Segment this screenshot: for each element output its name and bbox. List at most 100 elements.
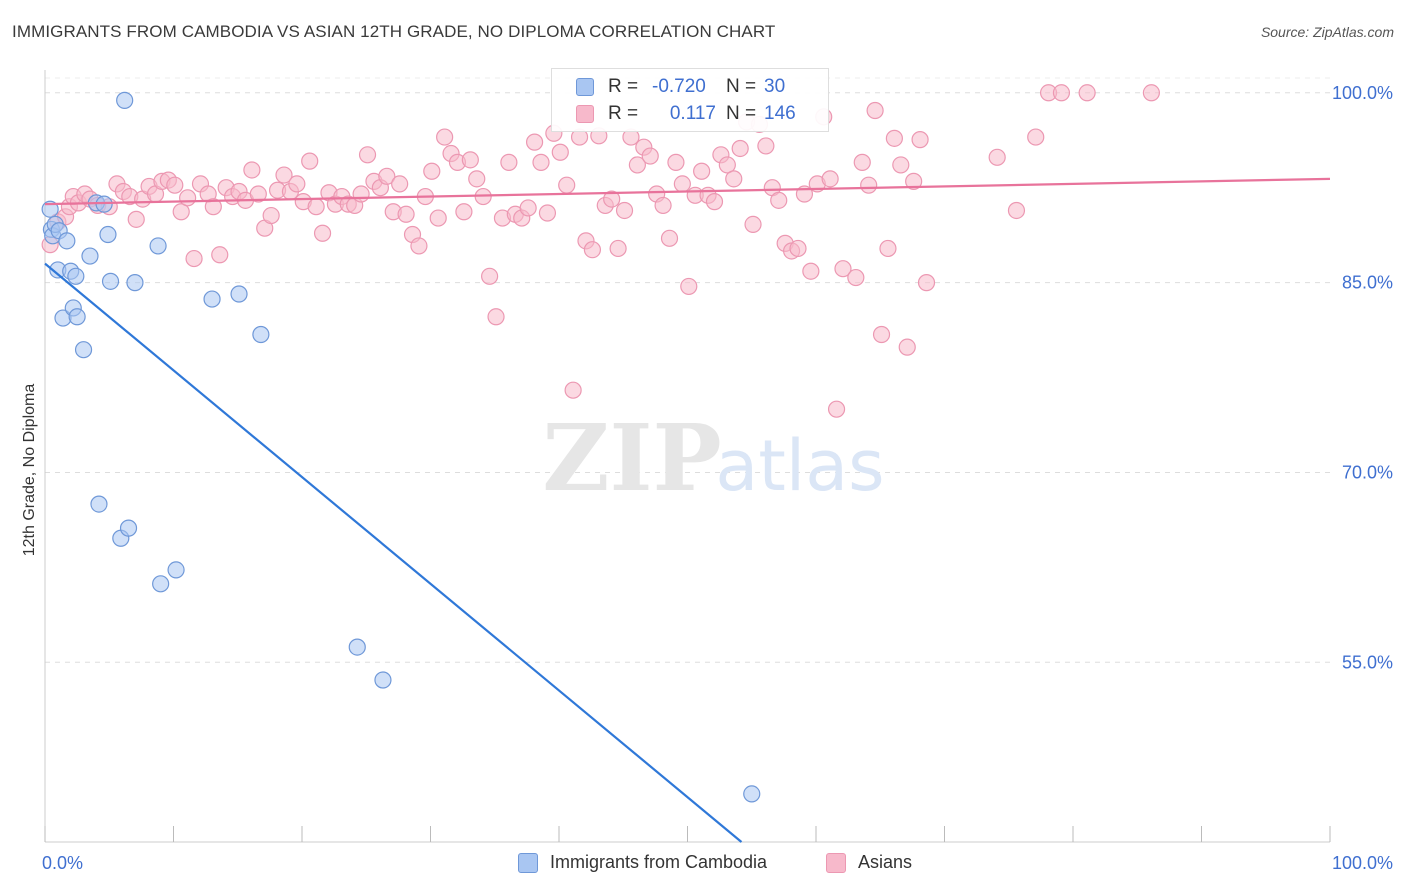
asians-point xyxy=(204,198,222,216)
asians-point xyxy=(789,239,807,258)
asians-point xyxy=(558,176,576,194)
asians-point xyxy=(911,131,929,149)
legend-row-cambodia: R = -0.720 N = 30 xyxy=(576,75,785,99)
asians-point xyxy=(744,215,762,233)
asians-point xyxy=(391,175,409,193)
asians-point xyxy=(718,156,736,174)
legend-n-value: 30 xyxy=(764,76,786,97)
asians-point xyxy=(1078,84,1096,102)
asians-point xyxy=(609,239,627,258)
legend-item-asians: Asians xyxy=(826,852,912,873)
asians-point xyxy=(1052,84,1071,102)
legend-n-label: N = xyxy=(726,76,757,97)
asians-point xyxy=(313,224,332,242)
watermark: ZIP atlas xyxy=(542,404,884,512)
series-legend: Immigrants from Cambodia Asians xyxy=(0,852,1406,876)
cambodia-point xyxy=(81,247,99,265)
legend-r-label: R = xyxy=(608,103,639,124)
cambodia-point xyxy=(116,91,134,109)
asians-point xyxy=(615,201,634,220)
legend-label-cambodia: Immigrants from Cambodia xyxy=(550,852,768,872)
legend-label-asians: Asians xyxy=(858,852,913,872)
cambodia-point xyxy=(167,561,185,579)
asians-trend-line xyxy=(44,177,1331,206)
asians-point xyxy=(860,176,878,194)
asians-point xyxy=(641,147,659,165)
asians-point xyxy=(410,237,428,255)
cambodia-point xyxy=(252,325,270,344)
cambodia-point xyxy=(152,575,170,593)
y-tick-label: 85.0% xyxy=(1342,273,1393,293)
legend-swatch-asians xyxy=(576,105,594,123)
asians-point xyxy=(757,137,775,155)
legend-n-label: N = xyxy=(726,103,757,124)
asians-point xyxy=(628,156,646,174)
cambodia-point xyxy=(74,341,93,359)
asians-point xyxy=(211,246,229,264)
cambodia-point xyxy=(90,495,108,513)
asians-point xyxy=(358,146,377,164)
axes xyxy=(44,70,1331,843)
asians-point xyxy=(866,101,884,120)
x-tick-label: 100.0% xyxy=(1332,853,1393,873)
asians-point xyxy=(525,133,544,151)
cambodia-trend-line xyxy=(44,262,743,843)
cambodia-point xyxy=(348,638,366,656)
legend-n-value: 146 xyxy=(764,103,796,124)
asians-point xyxy=(988,148,1006,166)
y-tick-label: 100.0% xyxy=(1332,83,1393,103)
legend-r-value: 0.117 xyxy=(669,103,716,124)
asians-point xyxy=(455,203,473,221)
asians-point xyxy=(821,170,839,188)
asians-point xyxy=(127,210,145,228)
asians-point xyxy=(500,153,518,171)
y-axis-title: 12th Grade, No Diploma xyxy=(21,383,38,557)
asians-point xyxy=(898,338,916,356)
asians-point xyxy=(423,162,441,180)
asians-point xyxy=(179,189,197,207)
asians-points xyxy=(41,84,1160,418)
asians-point xyxy=(249,185,267,203)
cambodia-point xyxy=(101,272,120,290)
legend-swatch-cambodia xyxy=(576,78,594,96)
asians-point xyxy=(397,205,415,223)
asians-point xyxy=(853,153,871,171)
legend-item-cambodia: Immigrants from Cambodia xyxy=(518,852,767,873)
asians-point xyxy=(872,325,891,344)
watermark-atlas: atlas xyxy=(715,425,884,507)
asians-point xyxy=(172,203,190,221)
asians-point xyxy=(166,176,184,194)
cambodia-point xyxy=(149,237,167,255)
cambodia-point xyxy=(67,267,85,285)
y-tick-label: 70.0% xyxy=(1342,462,1393,482)
chart-title: IMMIGRANTS FROM CAMBODIA VS ASIAN 12TH G… xyxy=(12,22,776,41)
asians-point xyxy=(538,204,557,222)
asians-point xyxy=(802,262,820,280)
asians-point xyxy=(905,172,923,190)
asians-point xyxy=(288,175,306,193)
asians-point xyxy=(301,152,319,170)
asians-point xyxy=(1007,201,1026,220)
asians-point xyxy=(262,206,280,225)
cambodia-point xyxy=(230,285,248,303)
asians-point xyxy=(847,268,865,287)
asians-point xyxy=(680,277,698,296)
cambodia-point xyxy=(99,225,117,244)
asians-point xyxy=(461,151,479,169)
cambodia-points xyxy=(41,91,761,803)
cambodia-point xyxy=(68,308,86,326)
asians-point xyxy=(352,185,370,203)
asians-point xyxy=(654,196,672,215)
legend-swatch-asians xyxy=(826,852,846,873)
asians-point xyxy=(519,199,537,217)
asians-point xyxy=(275,166,293,184)
cambodia-point xyxy=(126,274,144,292)
asians-point xyxy=(564,381,582,399)
x-tick-label: 0.0% xyxy=(42,853,83,873)
legend-swatch-cambodia xyxy=(518,852,538,873)
y-tick-label: 55.0% xyxy=(1342,652,1393,672)
tick-labels: 100.0% 85.0% 70.0% 55.0% 0.0% 100.0% xyxy=(42,83,1393,873)
stats-legend: R = -0.720 N = 30 R = 0.117 N = 146 xyxy=(551,68,829,132)
asians-point xyxy=(660,229,679,247)
